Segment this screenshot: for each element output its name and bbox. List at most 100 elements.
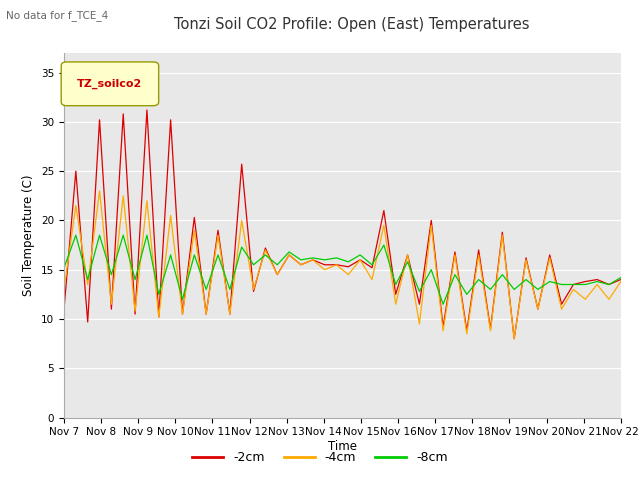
-8cm — [617, 275, 625, 280]
-8cm — [309, 255, 317, 261]
-2cm — [570, 282, 577, 288]
-8cm — [368, 262, 376, 268]
-8cm — [167, 252, 175, 258]
-8cm — [191, 252, 198, 258]
Line: -4cm: -4cm — [64, 191, 621, 339]
-8cm — [238, 244, 246, 250]
-2cm — [309, 257, 317, 263]
-2cm — [167, 117, 175, 123]
-2cm — [356, 257, 364, 263]
-2cm — [510, 336, 518, 342]
-4cm — [202, 311, 210, 317]
-2cm — [108, 306, 115, 312]
-8cm — [226, 287, 234, 292]
-4cm — [273, 272, 281, 277]
-8cm — [143, 232, 151, 238]
-2cm — [557, 301, 565, 307]
-2cm — [179, 311, 186, 317]
-8cm — [486, 287, 494, 292]
-8cm — [570, 282, 577, 288]
-2cm — [120, 111, 127, 117]
-2cm — [297, 262, 305, 268]
-2cm — [131, 311, 139, 317]
-8cm — [84, 276, 92, 282]
-2cm — [522, 255, 530, 261]
-8cm — [499, 272, 506, 277]
-4cm — [522, 257, 530, 263]
-2cm — [534, 306, 541, 312]
-4cm — [285, 252, 293, 258]
-4cm — [534, 306, 541, 312]
-2cm — [368, 265, 376, 271]
-8cm — [463, 291, 470, 297]
-8cm — [131, 276, 139, 282]
-2cm — [499, 229, 506, 235]
-8cm — [557, 282, 565, 288]
-2cm — [380, 208, 388, 214]
-2cm — [451, 249, 459, 255]
-4cm — [226, 311, 234, 317]
-4cm — [72, 203, 80, 208]
-8cm — [202, 287, 210, 292]
-2cm — [333, 262, 340, 268]
Y-axis label: Soil Temperature (C): Soil Temperature (C) — [22, 174, 35, 296]
Text: TZ_soilco2: TZ_soilco2 — [77, 78, 142, 89]
-2cm — [605, 282, 612, 288]
-4cm — [297, 262, 305, 268]
-8cm — [297, 257, 305, 263]
-8cm — [344, 259, 352, 264]
-4cm — [321, 267, 328, 273]
-8cm — [522, 276, 530, 282]
-8cm — [415, 288, 423, 294]
-4cm — [581, 297, 589, 302]
-4cm — [309, 257, 317, 263]
-2cm — [344, 264, 352, 270]
-4cm — [214, 232, 222, 238]
-4cm — [546, 255, 554, 261]
-2cm — [475, 247, 483, 253]
-4cm — [60, 287, 68, 292]
-2cm — [226, 311, 234, 317]
-4cm — [463, 331, 470, 336]
-2cm — [262, 245, 269, 251]
-2cm — [321, 262, 328, 268]
-4cm — [415, 321, 423, 327]
-8cm — [96, 232, 104, 238]
-4cm — [570, 287, 577, 292]
-8cm — [451, 272, 459, 277]
-2cm — [415, 301, 423, 307]
-4cm — [557, 306, 565, 312]
-4cm — [368, 276, 376, 282]
-2cm — [428, 217, 435, 223]
-8cm — [262, 252, 269, 258]
-4cm — [380, 222, 388, 228]
-8cm — [155, 291, 163, 297]
-2cm — [143, 107, 151, 113]
-2cm — [404, 252, 412, 258]
-8cm — [321, 257, 328, 263]
-8cm — [273, 262, 281, 268]
-4cm — [428, 222, 435, 228]
-4cm — [131, 308, 139, 314]
-4cm — [451, 252, 459, 258]
-2cm — [285, 252, 293, 258]
X-axis label: Time: Time — [328, 440, 357, 453]
-2cm — [486, 326, 494, 332]
-4cm — [96, 188, 104, 194]
-2cm — [72, 168, 80, 174]
-2cm — [202, 311, 210, 317]
-4cm — [605, 297, 612, 302]
-2cm — [84, 319, 92, 325]
-2cm — [439, 324, 447, 330]
-4cm — [108, 301, 115, 307]
-4cm — [593, 282, 601, 288]
-4cm — [356, 257, 364, 263]
-4cm — [404, 252, 412, 258]
-8cm — [380, 242, 388, 248]
Text: Tonzi Soil CO2 Profile: Open (East) Temperatures: Tonzi Soil CO2 Profile: Open (East) Temp… — [174, 17, 530, 32]
-4cm — [179, 311, 186, 317]
-2cm — [238, 161, 246, 167]
-8cm — [333, 255, 340, 261]
-8cm — [179, 297, 186, 302]
-8cm — [428, 267, 435, 273]
